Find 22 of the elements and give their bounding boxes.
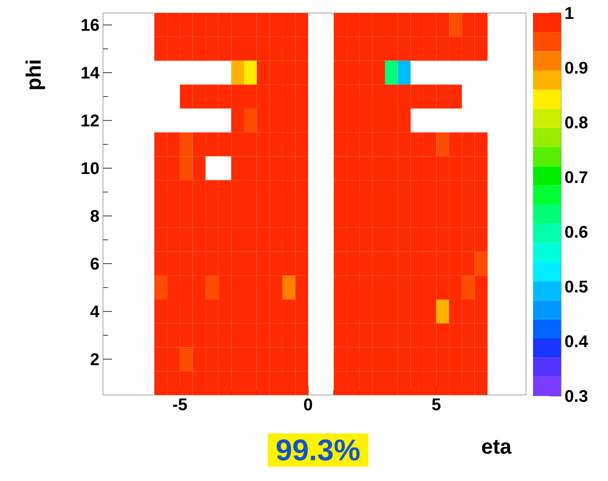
y-tick-label: 8 [90,210,99,222]
y-tick-label: 10 [82,162,99,174]
color-bar-label: 0.8 [565,116,588,128]
y-tick-label: 16 [82,18,99,31]
y-tick-label: 6 [90,258,99,270]
color-bar-label: 1 [566,7,574,19]
y-tick-label: 2 [90,353,99,366]
x-tick-label: 5 [432,398,441,410]
y-tick-label: 12 [82,114,99,126]
x-axis-title: eta [482,440,512,454]
color-bar-label: 0.9 [565,62,588,74]
text: 99.3% [276,439,360,461]
y-axis-title: phi [26,60,46,90]
x-tick-label: 0 [304,398,312,411]
color-bar-label: 0.7 [565,171,588,184]
y-tick-label: 14 [82,66,100,79]
color-bar-label: 0.5 [565,280,588,293]
color-bar-label: 0.3 [565,390,588,402]
x-tick-label: -5 [173,398,187,410]
color-bar-label: 0.4 [565,335,588,348]
color-bar-label: 0.6 [565,226,588,238]
y-tick-label: 4 [90,306,100,318]
